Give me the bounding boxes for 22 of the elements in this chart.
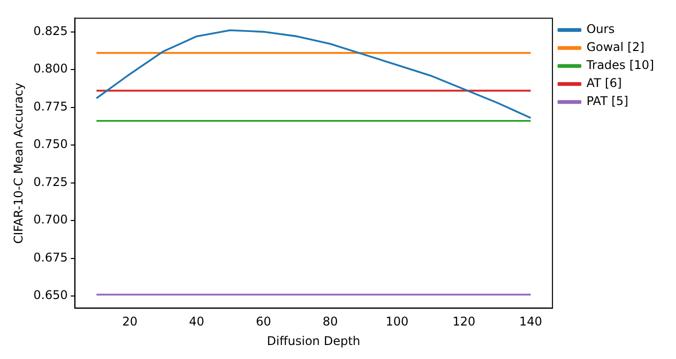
legend-label: Ours bbox=[586, 22, 615, 36]
x-tick-label: 80 bbox=[322, 314, 338, 329]
legend-label: Trades [10] bbox=[585, 58, 654, 72]
x-axis-title: Diffusion Depth bbox=[266, 334, 360, 348]
y-tick-label: 0.775 bbox=[33, 99, 68, 114]
legend-label: Gowal [2] bbox=[586, 40, 644, 54]
x-tick-label: 60 bbox=[256, 314, 272, 329]
y-tick-label: 0.650 bbox=[33, 288, 68, 302]
legend-label: PAT [5] bbox=[586, 94, 628, 108]
x-tick-label: 20 bbox=[122, 314, 138, 329]
y-tick-label: 0.800 bbox=[33, 62, 68, 76]
y-axis-title: CIFAR-10-C Mean Accuracy bbox=[11, 82, 26, 244]
x-tick-label: 100 bbox=[386, 314, 409, 329]
y-tick-label: 0.700 bbox=[33, 212, 68, 227]
y-tick-label: 0.750 bbox=[33, 137, 68, 152]
y-tick-label: 0.675 bbox=[33, 250, 68, 264]
x-tick-label: 140 bbox=[519, 314, 542, 329]
y-tick-label: 0.825 bbox=[33, 24, 68, 38]
x-tick-label: 120 bbox=[452, 314, 476, 329]
x-tick-label: 40 bbox=[189, 314, 204, 329]
legend-label: AT [6] bbox=[586, 76, 622, 90]
y-tick-label: 0.725 bbox=[33, 174, 68, 189]
